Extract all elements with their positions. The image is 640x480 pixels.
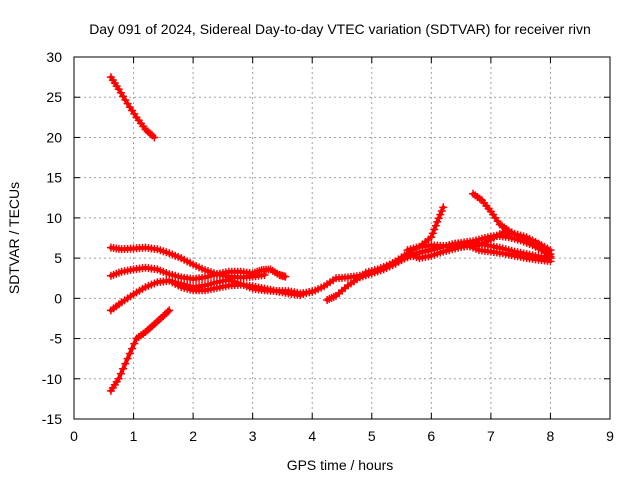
series-track-a [106,73,159,142]
y-axis-label: SDTVAR / TECUs [6,182,22,294]
y-tick-label: 0 [54,290,62,306]
x-tick-label: 0 [70,428,78,444]
series-trace [325,230,553,302]
data-point [428,229,437,238]
data-point [427,233,436,242]
data-point [439,203,448,212]
x-tick-label: 5 [368,428,376,444]
x-tick-label: 3 [249,428,257,444]
data-point [308,287,317,296]
series-track-e [106,306,174,395]
data-point [150,133,159,142]
series-track-c [106,263,290,284]
y-tick-label: -5 [50,331,63,347]
data-point [128,344,137,353]
y-tick-label: 30 [46,49,62,65]
data-point [165,306,174,315]
x-tick-label: 7 [487,428,495,444]
data-point [546,252,555,261]
axis-ticks [73,56,611,420]
data-point [436,210,445,219]
x-tick-label: 2 [189,428,197,444]
data-point [123,354,132,363]
data-point [437,207,446,216]
y-tick-label: -15 [42,411,62,427]
y-tick-label: 15 [46,170,62,186]
data-point [121,359,130,368]
chart-title: Day 091 of 2024, Sidereal Day-to-day VTE… [89,21,591,37]
data-point [163,307,172,316]
data-point [431,221,440,230]
series-track-f [165,276,317,300]
data-point [119,364,128,373]
y-tick-label: 10 [46,210,62,226]
y-tick-label: -10 [42,371,62,387]
x-tick-labels: 0 1 2 3 4 5 6 7 8 9 [70,428,614,444]
data-point [125,349,134,358]
data-point [433,217,442,226]
plot-frame [73,56,611,420]
series-track-k [361,231,555,277]
data-point [114,374,123,383]
x-axis-label: GPS time / hours [287,457,394,473]
data-point [116,369,125,378]
data-point [130,339,139,348]
data-point [430,225,439,234]
data-point [544,251,553,260]
data-series [106,73,555,395]
x-tick-label: 4 [308,428,316,444]
data-point [281,272,290,281]
y-tick-labels: -15 -10 -5 0 5 10 15 20 25 30 [42,49,62,427]
y-tick-label: 5 [54,250,62,266]
y-tick-label: 20 [46,129,62,145]
x-tick-label: 6 [427,428,435,444]
data-point [434,214,443,223]
x-tick-label: 8 [547,428,555,444]
x-tick-label: 9 [606,428,614,444]
x-tick-label: 1 [130,428,138,444]
y-tick-label: 25 [46,89,62,105]
